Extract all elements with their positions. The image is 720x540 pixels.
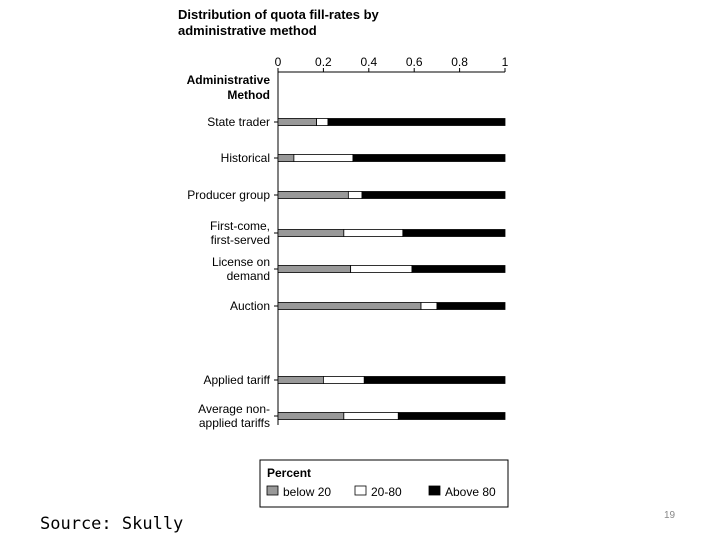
category-label: Producer group <box>187 188 270 202</box>
legend-label: 20-80 <box>371 485 402 499</box>
bar-segment-20-80 <box>293 154 354 162</box>
legend-swatch <box>266 485 279 496</box>
bar-segment-below-20 <box>277 265 352 273</box>
legend-swatch <box>354 485 367 496</box>
legend-box <box>259 459 509 508</box>
bar-segment-20-80 <box>316 118 329 126</box>
bar-segment-above-80 <box>352 154 506 162</box>
y-axis-header: Method <box>227 88 270 102</box>
category-label: Average non- <box>198 402 270 416</box>
category-label: Auction <box>230 299 270 313</box>
bar-segment-above-80 <box>397 412 506 420</box>
x-tick-label: 1 <box>502 55 509 69</box>
bar-segment-20-80 <box>420 302 438 310</box>
bar-segment-above-80 <box>327 118 506 126</box>
bar-segment-below-20 <box>277 302 422 310</box>
bar-segment-20-80 <box>347 191 363 199</box>
bar-segment-below-20 <box>277 229 345 237</box>
category-label: License on <box>212 255 270 269</box>
bar-segment-below-20 <box>277 412 345 420</box>
category-label: first-served <box>211 233 270 247</box>
x-tick-label: 0.8 <box>451 55 468 69</box>
bar-segment-below-20 <box>277 191 349 199</box>
bar-segment-below-20 <box>277 376 324 384</box>
bar-segment-below-20 <box>277 118 317 126</box>
legend-swatch <box>428 485 441 496</box>
legend-label: below 20 <box>283 485 331 499</box>
x-tick-label: 0.4 <box>360 55 377 69</box>
x-tick-label: 0 <box>275 55 282 69</box>
legend-label: Above 80 <box>445 485 496 499</box>
chart-title-line: Distribution of quota fill-rates by <box>178 7 380 22</box>
category-label: First-come, <box>210 219 270 233</box>
y-axis-header: Administrative <box>187 73 271 87</box>
chart-title-line: administrative method <box>178 23 317 38</box>
bar-segment-above-80 <box>436 302 506 310</box>
bar-segment-below-20 <box>277 154 295 162</box>
bar-segment-20-80 <box>322 376 365 384</box>
category-label: applied tariffs <box>199 416 270 430</box>
bar-segment-above-80 <box>411 265 506 273</box>
x-tick-label: 0.2 <box>315 55 332 69</box>
page-number: 19 <box>664 510 676 521</box>
bar-segment-above-80 <box>361 191 506 199</box>
bar-segment-20-80 <box>343 229 404 237</box>
x-tick-label: 0.6 <box>406 55 423 69</box>
bar-segment-20-80 <box>343 412 399 420</box>
bar-segment-above-80 <box>363 376 506 384</box>
bar-segment-20-80 <box>350 265 413 273</box>
category-label: Applied tariff <box>204 373 271 387</box>
bar-segment-above-80 <box>402 229 506 237</box>
category-label: Historical <box>221 151 270 165</box>
source-note: Source: Skully <box>40 514 184 534</box>
category-label: State trader <box>207 115 270 129</box>
category-label: demand <box>227 269 270 283</box>
legend-title: Percent <box>267 466 311 480</box>
